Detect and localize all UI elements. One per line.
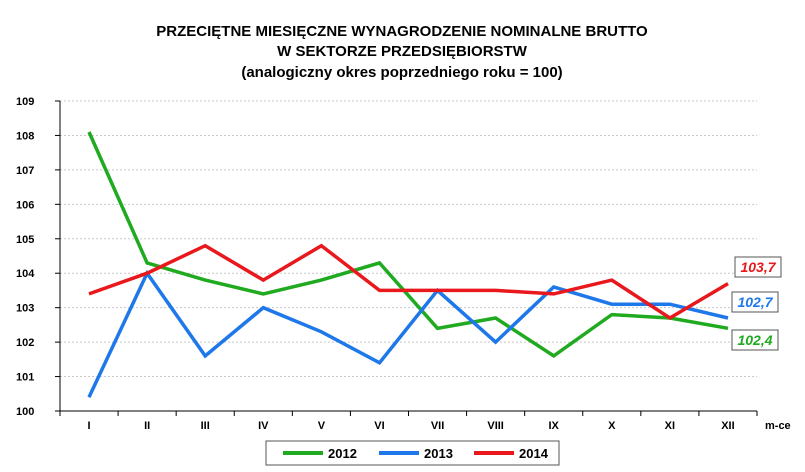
legend-label-2014: 2014 [519,446,549,461]
end-label-2013: 102,7 [737,294,773,310]
y-tick-labels: 100 101 102 103 104 105 106 107 108 109 [16,96,35,418]
series-line-2013 [87,269,729,398]
x-tick-label: II [144,420,150,432]
x-tick-label: XI [665,420,675,432]
legend-label-2013: 2013 [424,446,453,461]
x-tick-label: I [88,420,91,432]
x-tick-label: VI [374,420,384,432]
x-tick-label: VIII [487,420,504,432]
gridlines [60,100,757,378]
legend: 2012 2013 2014 [265,440,560,466]
end-label-2014: 103,7 [740,259,776,275]
x-tick-label: X [608,420,616,432]
series-line-2014 [88,243,729,321]
y-tick-label: 102 [16,337,34,349]
chart-title-line-2: W SEKTORZE PRZEDSIĘBIORSTW [277,43,528,60]
end-value-labels: 102,4 102,7 103,7 [731,256,782,351]
y-tick-label: 100 [16,406,34,418]
chart-title-line-1: PRZECIĘTNE MIESIĘCZNE WYNAGRODZENIE NOMI… [156,23,648,40]
x-tick-label: III [201,420,210,432]
end-label-2012: 102,4 [737,332,772,348]
y-tick-label: 107 [16,165,34,177]
series-lines [87,131,729,398]
x-tick-label: VII [431,420,444,432]
x-tick-label: XII [721,420,734,432]
legend-label-2012: 2012 [328,446,357,461]
axes [55,100,758,416]
y-tick-label: 109 [16,96,34,108]
y-tick-label: 105 [16,234,34,246]
end-label-box-2013 [731,291,779,313]
y-tick-label: 103 [16,303,34,315]
x-tick-labels: I II III IV V VI VII VIII IX X XI XII m-ce [88,420,791,432]
y-tick-label: 108 [16,130,34,142]
x-tick-label: IX [549,420,560,432]
series-line-2012 [87,131,729,359]
chart-title: PRZECIĘTNE MIESIĘCZNE WYNAGRODZENIE NOMI… [156,23,648,81]
end-label-box-2014 [734,256,782,278]
y-tick-label: 106 [16,199,34,211]
x-tick-label: IV [258,420,269,432]
y-tick-label: 104 [16,268,35,280]
y-tick-label: 101 [16,372,34,384]
chart-title-line-3: (analogiczny okres poprzedniego roku = 1… [241,64,562,81]
x-axis-unit-label: m-ce [765,420,791,432]
end-label-box-2012 [731,329,779,351]
x-tick-label: V [318,420,326,432]
